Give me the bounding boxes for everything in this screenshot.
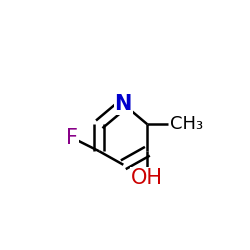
Text: F: F [66, 128, 78, 148]
Text: OH: OH [132, 168, 164, 188]
Text: CH₃: CH₃ [170, 115, 203, 133]
Text: N: N [114, 94, 132, 114]
